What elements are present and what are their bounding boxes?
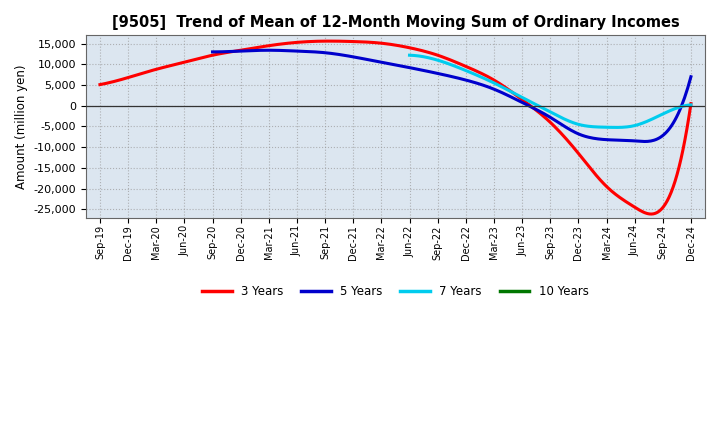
- 5 Years: [613, 138, 621, 143]
- 7 Years: [643, 118, 652, 124]
- Line: 7 Years: 7 Years: [410, 55, 691, 128]
- 5 Years: [645, 139, 654, 144]
- 3 Years: [449, 59, 458, 64]
- 7 Years: [687, 102, 696, 107]
- 3 Years: [595, 177, 604, 182]
- 3 Years: [647, 211, 656, 216]
- 7 Years: [612, 125, 621, 130]
- 3 Years: [325, 38, 333, 44]
- 7 Years: [405, 52, 414, 58]
- 5 Years: [210, 49, 218, 55]
- 7 Years: [661, 110, 670, 115]
- 5 Years: [208, 49, 217, 55]
- Line: 5 Years: 5 Years: [212, 50, 691, 142]
- 3 Years: [634, 206, 642, 212]
- 5 Years: [493, 88, 502, 93]
- 5 Years: [495, 88, 503, 94]
- 3 Years: [687, 101, 696, 106]
- 3 Years: [96, 82, 104, 87]
- 5 Years: [687, 74, 696, 79]
- 7 Years: [572, 121, 580, 126]
- 3 Years: [98, 81, 107, 87]
- Line: 3 Years: 3 Years: [100, 41, 691, 214]
- Title: [9505]  Trend of Mean of 12-Month Moving Sum of Ordinary Incomes: [9505] Trend of Mean of 12-Month Moving …: [112, 15, 680, 30]
- Y-axis label: Amount (million yen): Amount (million yen): [15, 64, 28, 189]
- 5 Years: [264, 48, 273, 53]
- 3 Years: [459, 63, 468, 68]
- 5 Years: [503, 92, 511, 98]
- Legend: 3 Years, 5 Years, 7 Years, 10 Years: 3 Years, 5 Years, 7 Years, 10 Years: [198, 280, 593, 303]
- 7 Years: [406, 53, 415, 58]
- 7 Years: [572, 121, 581, 127]
- 3 Years: [447, 58, 456, 63]
- 5 Years: [640, 139, 649, 144]
- 7 Years: [577, 122, 586, 128]
